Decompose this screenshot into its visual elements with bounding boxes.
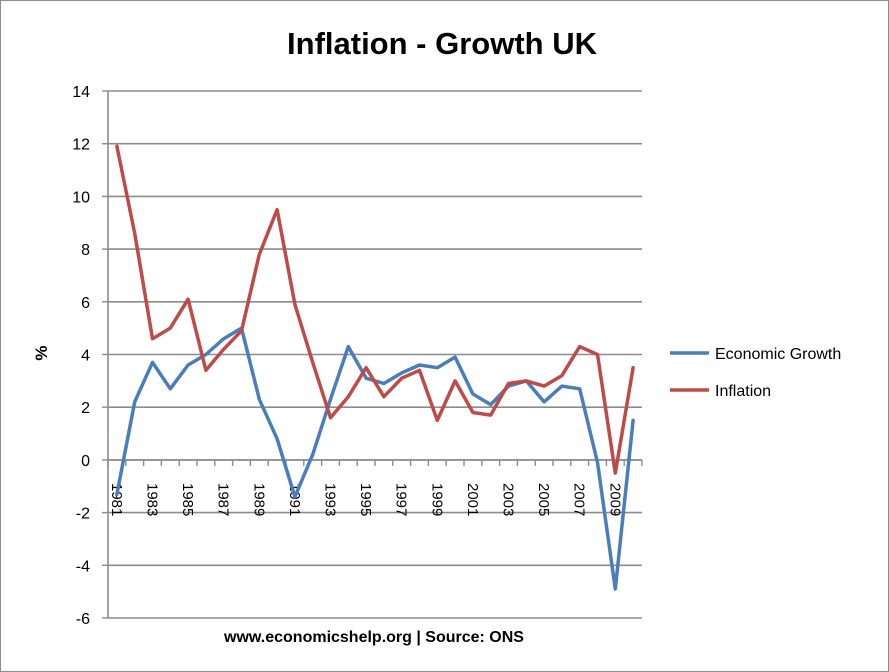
y-tick-label: 0: [81, 453, 90, 470]
legend-label-economic-growth: Economic Growth: [715, 346, 841, 363]
x-axis-ticks: 1981 1983 1985 1987 1989 1991 1993 1995 1997 1999…: [108, 483, 623, 516]
x-tick-label: 2001: [464, 483, 481, 516]
x-tick-label: 1985: [179, 483, 196, 516]
y-tick-label: 10: [72, 189, 90, 206]
x-tick-label: 1987: [215, 483, 232, 516]
x-tick-label: 1981: [108, 483, 125, 516]
y-tick-label: 4: [81, 348, 90, 365]
y-tick-label: 2: [81, 400, 90, 417]
chart-title: Inflation - Growth UK: [287, 26, 598, 61]
y-tick-label: 8: [81, 242, 90, 259]
legend: Economic Growth Inflation: [670, 346, 841, 400]
y-tick-label: 14: [72, 84, 90, 101]
x-tick-label: 2005: [535, 483, 552, 516]
x-tick-label: 1999: [428, 483, 445, 516]
series-line-economic-growth: [115, 326, 635, 591]
y-tick-label: 6: [81, 295, 90, 312]
y-tick-label: -4: [76, 558, 90, 575]
legend-label-inflation: Inflation: [715, 383, 771, 400]
x-axis-label: www.economicshelp.org | Source: ONS: [223, 629, 524, 646]
x-tick-label: 2003: [500, 483, 517, 516]
y-tick-label: 12: [72, 137, 90, 154]
axes: [102, 90, 643, 619]
y-tick-label: -6: [76, 611, 90, 628]
x-tick-label: 1989: [250, 483, 267, 516]
series-line-inflation: [115, 144, 635, 475]
x-tick-label: 2009: [606, 483, 623, 516]
x-tick-label: 1993: [322, 483, 339, 516]
series-lines: [115, 144, 635, 591]
x-tick-label: 1995: [357, 483, 374, 516]
x-tick-label: 1997: [393, 483, 410, 516]
y-axis-label: %: [32, 345, 51, 360]
x-tick-label: 1983: [144, 483, 161, 516]
gridlines: [108, 90, 642, 619]
x-tick-label: 2007: [571, 483, 588, 516]
y-axis-ticks: -6 -4 -2 0 2 4 6 8 10 12 14: [72, 84, 90, 628]
y-tick-label: -2: [76, 506, 90, 523]
